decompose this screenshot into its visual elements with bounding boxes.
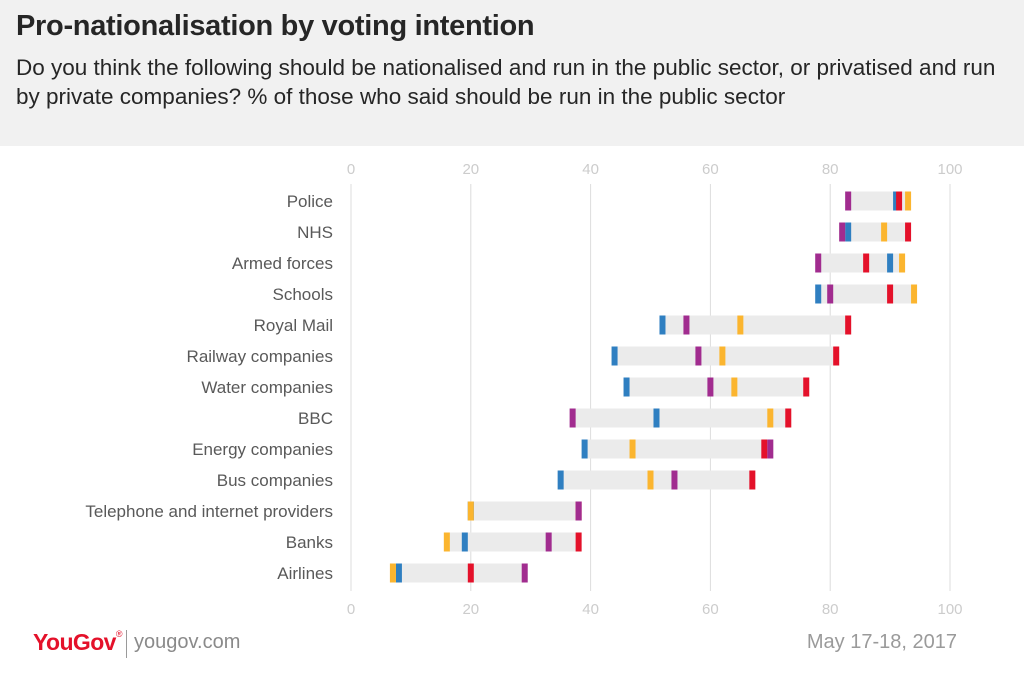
category-label: Water companies bbox=[201, 378, 333, 397]
value-marker-series-3 bbox=[767, 439, 774, 459]
value-marker-series-3 bbox=[545, 532, 552, 552]
value-marker-series-2 bbox=[737, 315, 744, 335]
value-marker-series-1 bbox=[749, 470, 756, 490]
x-tick-label-bottom-100: 100 bbox=[937, 601, 962, 618]
value-marker-series-1 bbox=[887, 284, 894, 304]
value-marker-series-0 bbox=[845, 222, 852, 242]
value-marker-series-3 bbox=[839, 222, 846, 242]
x-tick-label-top-20: 20 bbox=[462, 161, 479, 178]
chart-subtitle: Do you think the following should be nat… bbox=[16, 55, 996, 109]
range-bar bbox=[557, 470, 756, 490]
value-marker-series-3 bbox=[521, 563, 528, 583]
value-marker-series-1 bbox=[905, 222, 912, 242]
value-marker-series-1 bbox=[896, 191, 903, 211]
dot-range-chart: 0 0 20 20 40 40 60 60 80 80 100 100 Police NHS Armed f… bbox=[85, 161, 962, 618]
value-marker-series-2 bbox=[443, 532, 450, 552]
value-marker-series-0 bbox=[659, 315, 666, 335]
category-label: Bus companies bbox=[217, 471, 333, 490]
x-tick-label-top-40: 40 bbox=[582, 161, 599, 178]
category-label: Banks bbox=[286, 533, 333, 552]
value-marker-series-3 bbox=[815, 253, 822, 273]
value-marker-series-3 bbox=[671, 470, 678, 490]
value-marker-series-1 bbox=[845, 315, 852, 335]
value-marker-series-2 bbox=[731, 377, 738, 397]
value-marker-series-2 bbox=[905, 191, 912, 211]
value-marker-series-3 bbox=[707, 377, 714, 397]
value-marker-series-3 bbox=[827, 284, 834, 304]
brand-name: YouGov bbox=[33, 629, 116, 655]
value-marker-series-2 bbox=[899, 253, 906, 273]
value-marker-series-3 bbox=[695, 346, 702, 366]
category-label: BBC bbox=[298, 409, 333, 428]
value-marker-series-2 bbox=[719, 346, 726, 366]
category-label: Energy companies bbox=[192, 440, 333, 459]
value-marker-series-1 bbox=[575, 532, 582, 552]
category-label: Schools bbox=[273, 285, 333, 304]
range-bar bbox=[839, 222, 912, 242]
value-marker-series-1 bbox=[833, 346, 840, 366]
value-marker-series-2 bbox=[911, 284, 918, 304]
chart-title: Pro-nationalisation by voting intention bbox=[16, 10, 535, 42]
value-marker-series-3 bbox=[569, 408, 576, 428]
range-bar bbox=[581, 439, 774, 459]
value-marker-series-1 bbox=[467, 563, 474, 583]
value-marker-series-1 bbox=[785, 408, 792, 428]
survey-date: May 17-18, 2017 bbox=[806, 631, 957, 653]
x-tick-label-top-60: 60 bbox=[702, 161, 719, 178]
value-marker-series-0 bbox=[653, 408, 660, 428]
x-tick-label-bottom-20: 20 bbox=[462, 601, 479, 618]
category-label: Airlines bbox=[277, 564, 333, 583]
range-bar bbox=[623, 377, 810, 397]
range-bar bbox=[569, 408, 792, 428]
value-marker-series-3 bbox=[845, 191, 852, 211]
value-marker-series-2 bbox=[467, 501, 474, 521]
value-marker-series-0 bbox=[581, 439, 588, 459]
category-label: Railway companies bbox=[187, 347, 333, 366]
value-marker-series-3 bbox=[575, 501, 582, 521]
category-label: Royal Mail bbox=[254, 316, 333, 335]
range-bar bbox=[467, 501, 582, 521]
category-label: Armed forces bbox=[232, 254, 333, 273]
category-label: Police bbox=[287, 192, 333, 211]
value-marker-series-0 bbox=[461, 532, 468, 552]
range-bar bbox=[659, 315, 852, 335]
registered-mark: ® bbox=[115, 629, 123, 639]
value-marker-series-0 bbox=[557, 470, 564, 490]
value-marker-series-1 bbox=[761, 439, 768, 459]
x-tick-label-bottom-60: 60 bbox=[702, 601, 719, 618]
value-marker-series-0 bbox=[611, 346, 618, 366]
category-label: NHS bbox=[297, 223, 333, 242]
x-tick-label-bottom-0: 0 bbox=[347, 601, 355, 618]
value-marker-series-0 bbox=[395, 563, 402, 583]
x-tick-label-bottom-80: 80 bbox=[822, 601, 839, 618]
x-tick-label-top-0: 0 bbox=[347, 161, 355, 178]
value-marker-series-2 bbox=[647, 470, 654, 490]
value-marker-series-2 bbox=[629, 439, 636, 459]
value-marker-series-1 bbox=[863, 253, 870, 273]
value-marker-series-2 bbox=[767, 408, 774, 428]
category-label: Telephone and internet providers bbox=[85, 502, 333, 521]
x-tick-label-top-100: 100 bbox=[937, 161, 962, 178]
yougov-logo: YouGov® bbox=[33, 629, 123, 656]
range-bar bbox=[389, 563, 528, 583]
value-marker-series-0 bbox=[623, 377, 630, 397]
header: Pro-nationalisation by voting intention … bbox=[0, 0, 1024, 146]
value-marker-series-0 bbox=[887, 253, 894, 273]
value-marker-series-2 bbox=[389, 563, 396, 583]
x-tick-label-bottom-40: 40 bbox=[582, 601, 599, 618]
footer-divider bbox=[126, 630, 127, 658]
value-marker-series-2 bbox=[881, 222, 888, 242]
footer-url: yougov.com bbox=[134, 631, 241, 653]
value-marker-series-3 bbox=[683, 315, 690, 335]
range-bar bbox=[815, 253, 906, 273]
x-tick-label-top-80: 80 bbox=[822, 161, 839, 178]
value-marker-series-0 bbox=[815, 284, 822, 304]
value-marker-series-1 bbox=[803, 377, 810, 397]
